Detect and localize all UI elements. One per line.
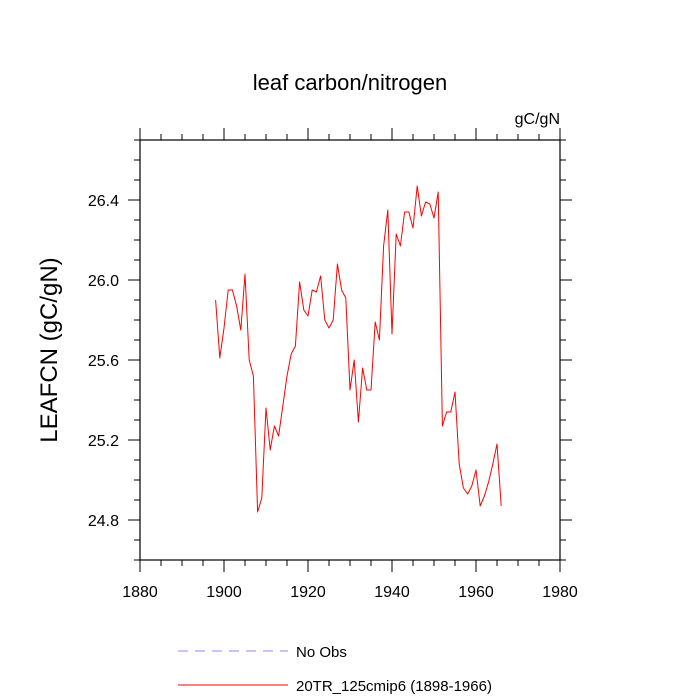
y-tick-label: 24.8	[88, 513, 119, 530]
units-label: gC/gN	[515, 111, 560, 128]
chart-title: leaf carbon/nitrogen	[253, 70, 447, 95]
x-tick-label: 1920	[290, 584, 326, 601]
y-axis-label: LEAFCN (gC/gN)	[36, 257, 63, 442]
y-tick-label: 26.4	[88, 193, 119, 210]
x-tick-label: 1960	[458, 584, 494, 601]
y-axis-tick-labels: 24.8 25.2 25.6 26.0 26.4	[88, 193, 119, 530]
x-tick-label: 1980	[542, 584, 578, 601]
y-axis-ticks	[128, 139, 572, 561]
x-axis-ticks	[139, 128, 561, 572]
series-layer	[215, 185, 502, 513]
y-tick-label: 25.2	[88, 433, 119, 450]
legend-label: 20TR_125cmip6 (1898-1966)	[296, 678, 492, 695]
x-tick-label: 1880	[122, 584, 158, 601]
x-tick-label: 1900	[206, 584, 242, 601]
y-tick-label: 25.6	[88, 353, 119, 370]
x-axis-tick-labels: 1880 1900 1920 1940 1960 1980	[122, 584, 578, 601]
y-tick-label: 26.0	[88, 273, 119, 290]
series-line	[215, 185, 502, 513]
legend-label: No Obs	[296, 644, 347, 661]
plot-frame	[139, 139, 561, 561]
x-tick-label: 1940	[374, 584, 410, 601]
legend: No Obs 20TR_125cmip6 (1898-1966)	[178, 644, 492, 695]
